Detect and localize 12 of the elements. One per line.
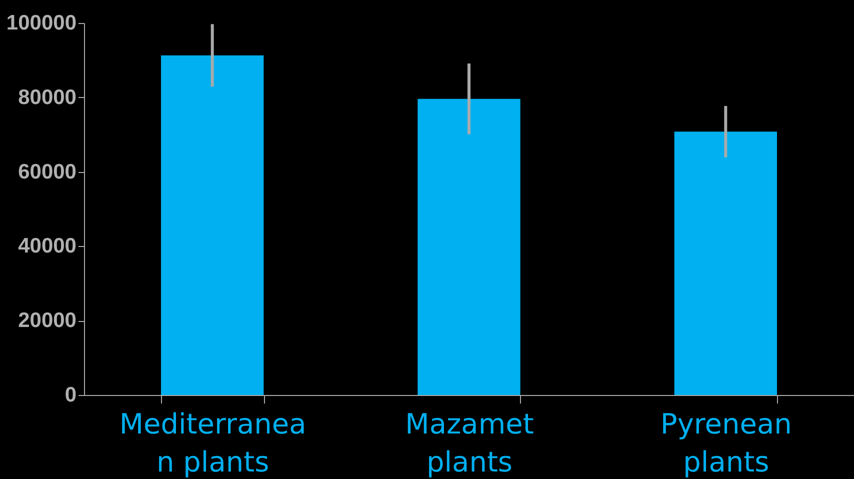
- y-tick-label: 0: [64, 384, 76, 406]
- x-tick-label: Mazamet plants: [405, 408, 534, 478]
- bar: [418, 98, 520, 395]
- x-tick-label: Pyrenean plants: [660, 408, 792, 478]
- y-tick-label: 20000: [18, 309, 76, 332]
- bar: [161, 55, 264, 395]
- y-tick-label: 60000: [18, 160, 76, 184]
- y-tick-label: 100000: [6, 12, 76, 34]
- y-tick-label: 80000: [18, 86, 76, 109]
- x-tick-label: Mediterranean plants: [119, 408, 306, 478]
- y-tick-label: 40000: [18, 234, 76, 258]
- bar: [674, 132, 777, 395]
